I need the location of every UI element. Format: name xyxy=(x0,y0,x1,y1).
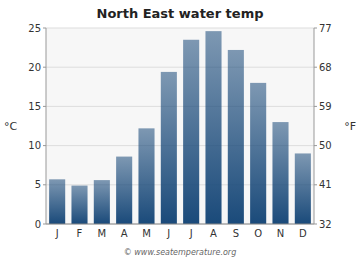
bar xyxy=(272,122,288,224)
y-tick-label: 0 xyxy=(35,219,41,230)
y-tick-label: 10 xyxy=(28,140,41,151)
y2-axis-line xyxy=(314,28,315,224)
y-axis-label: °C xyxy=(4,120,18,133)
chart-container: 0 5 10 15 20 25 32 41 50 59 68 77 J F M A M J J A S O N D °C °F No… xyxy=(0,0,360,260)
plot-background xyxy=(46,28,314,224)
grid-line xyxy=(46,224,314,225)
bar xyxy=(205,31,221,224)
grid-line xyxy=(46,28,314,29)
y2-tick xyxy=(314,224,317,225)
y-tick xyxy=(43,106,46,107)
y-tick xyxy=(43,184,46,185)
bar xyxy=(295,153,311,224)
chart-title: North East water temp xyxy=(97,6,264,21)
y2-tick xyxy=(314,145,317,146)
x-tick-label: N xyxy=(277,228,284,239)
x-tick-label: O xyxy=(254,228,262,239)
y2-tick xyxy=(314,184,317,185)
x-tick-label: A xyxy=(210,228,217,239)
x-tick-label: J xyxy=(189,228,193,239)
x-tick-label: J xyxy=(55,228,59,239)
y2-tick xyxy=(314,67,317,68)
grid-line xyxy=(46,106,314,107)
x-tick-label: S xyxy=(233,228,239,239)
chart-svg: 0 5 10 15 20 25 32 41 50 59 68 77 J F M A M J J A S O N D °C °F No… xyxy=(0,0,360,260)
bar xyxy=(250,83,266,224)
y-tick-label: 20 xyxy=(28,62,41,73)
x-tick-label: D xyxy=(299,228,307,239)
y2-tick-label: 50 xyxy=(319,140,332,151)
bar xyxy=(138,128,154,224)
bar xyxy=(94,180,110,224)
y2-axis-label: °F xyxy=(344,120,356,133)
y2-tick-label: 68 xyxy=(319,62,332,73)
x-tick-label: M xyxy=(142,228,151,239)
bars xyxy=(49,31,311,224)
annotation: © www.seatemperature.org xyxy=(124,248,236,257)
y2-tick xyxy=(314,106,317,107)
y-tick-label: 5 xyxy=(35,179,41,190)
y2-tick xyxy=(314,28,317,29)
y2-tick-label: 41 xyxy=(319,179,332,190)
bar xyxy=(161,72,177,224)
bar xyxy=(228,50,244,224)
x-tick-label: J xyxy=(166,228,170,239)
y-tick xyxy=(43,224,46,225)
y-tick-label: 15 xyxy=(28,101,41,112)
x-tick-label: A xyxy=(121,228,128,239)
y-axis-line xyxy=(46,28,47,224)
bar xyxy=(71,186,87,224)
x-tick-label: F xyxy=(77,228,83,239)
y2-tick-label: 32 xyxy=(319,219,332,230)
y-tick xyxy=(43,67,46,68)
y-tick xyxy=(43,145,46,146)
bar xyxy=(116,157,132,224)
x-axis-line xyxy=(46,224,314,225)
grid-line xyxy=(46,67,314,68)
bar xyxy=(49,179,65,224)
y-tick-label: 25 xyxy=(28,23,41,34)
y2-tick-label: 59 xyxy=(319,101,332,112)
bar xyxy=(183,40,199,224)
y2-tick-label: 77 xyxy=(319,23,332,34)
x-tick-label: M xyxy=(98,228,107,239)
y-tick xyxy=(43,28,46,29)
